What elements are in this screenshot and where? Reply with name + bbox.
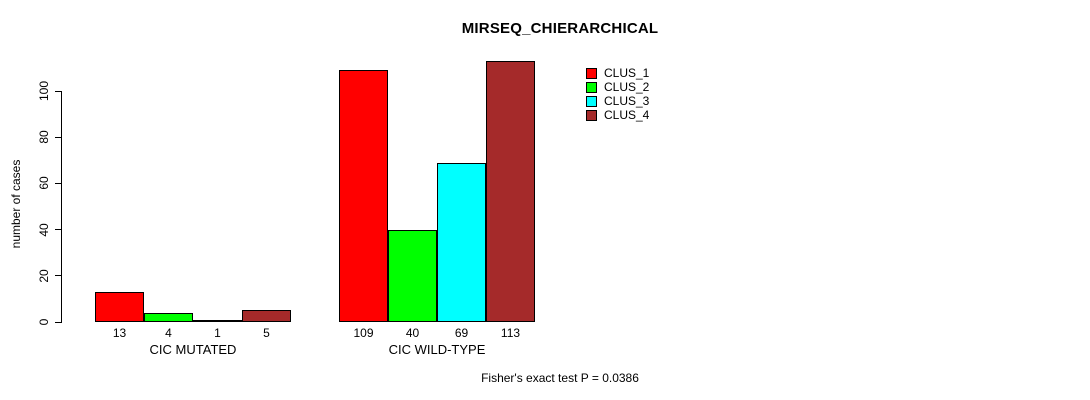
legend-label-clus_3: CLUS_3 <box>604 94 650 108</box>
bar-value-label: 4 <box>165 326 172 340</box>
bar-clus_1-cic-mutated <box>95 292 144 322</box>
legend-item-clus_1: CLUS_1 <box>586 66 649 80</box>
bar-clus_4-cic-wild-type <box>486 61 535 322</box>
legend-swatch-clus_3 <box>586 95 597 107</box>
x-category-label-cic-wild-type: CIC WILD-TYPE <box>388 342 486 357</box>
bar-clus_3-cic-wild-type <box>437 163 486 322</box>
bar-clus_2-cic-mutated <box>144 313 193 322</box>
y-axis-tick-60 <box>55 182 62 184</box>
legend-swatch-clus_2 <box>586 81 597 93</box>
bar-value-label: 113 <box>500 326 521 340</box>
legend-swatch-clus_4 <box>586 109 597 121</box>
y-axis-tick-label-60: 60 <box>37 176 51 191</box>
legend-label-clus_2: CLUS_2 <box>604 80 650 94</box>
y-axis-tick-100 <box>55 90 62 92</box>
y-axis-tick-label-80: 80 <box>37 130 51 144</box>
legend-item-clus_4: CLUS_4 <box>586 108 649 122</box>
legend-item-clus_2: CLUS_2 <box>586 80 649 94</box>
legend-swatch-clus_1 <box>586 67 597 79</box>
bar-clus_1-cic-wild-type <box>339 70 388 322</box>
bar-value-label: 109 <box>353 326 374 340</box>
y-axis-tick-0 <box>55 321 62 323</box>
legend-item-clus_3: CLUS_3 <box>586 94 649 108</box>
footnote: Fisher's exact test P = 0.0386 <box>481 371 639 385</box>
y-axis-tick-80 <box>55 136 62 138</box>
bar-clus_3-cic-mutated <box>193 320 242 322</box>
bar-clus_2-cic-wild-type <box>388 230 437 322</box>
bar-value-label: 69 <box>454 326 469 340</box>
bar-clus_4-cic-mutated <box>242 310 291 322</box>
legend-label-clus_4: CLUS_4 <box>604 108 650 122</box>
y-axis-tick-label-20: 20 <box>37 269 51 283</box>
legend: CLUS_1 CLUS_2 CLUS_3 CLUS_4 <box>586 66 649 122</box>
y-axis-tick-20 <box>55 275 62 277</box>
y-axis-title: number of cases <box>9 159 23 249</box>
bar-value-label: 5 <box>263 326 270 340</box>
y-axis-tick-label-0: 0 <box>37 318 51 326</box>
y-axis-tick-label-40: 40 <box>37 222 51 237</box>
y-axis-tick-label-100: 100 <box>37 80 51 102</box>
legend-label-clus_1: CLUS_1 <box>604 66 650 80</box>
y-axis-line <box>61 91 62 323</box>
chart-title: MIRSEQ_CHIERARCHICAL <box>461 20 659 37</box>
x-category-label-cic-mutated: CIC MUTATED <box>149 342 237 357</box>
bar-value-label: 1 <box>214 326 221 340</box>
bar-value-label: 40 <box>405 326 420 340</box>
bar-value-label: 13 <box>112 326 127 340</box>
y-axis-tick-40 <box>55 229 62 231</box>
